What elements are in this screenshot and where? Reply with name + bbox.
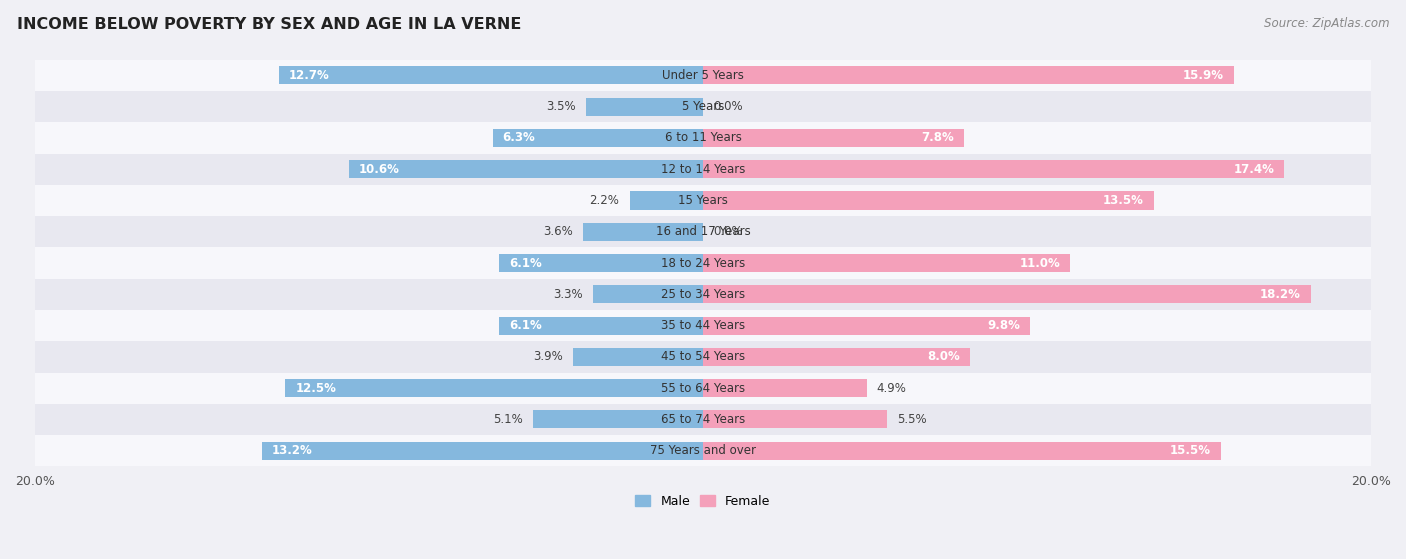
Text: 0.0%: 0.0% bbox=[713, 100, 742, 113]
Bar bbox=[35, 279, 1371, 310]
Text: 2.2%: 2.2% bbox=[589, 194, 620, 207]
Text: 12 to 14 Years: 12 to 14 Years bbox=[661, 163, 745, 176]
Text: 3.5%: 3.5% bbox=[547, 100, 576, 113]
Bar bbox=[262, 442, 703, 459]
Text: 10.6%: 10.6% bbox=[359, 163, 399, 176]
Text: 5 Years: 5 Years bbox=[682, 100, 724, 113]
Bar bbox=[349, 160, 703, 178]
Text: 8.0%: 8.0% bbox=[928, 350, 960, 363]
Text: 6 to 11 Years: 6 to 11 Years bbox=[665, 131, 741, 144]
Bar bbox=[35, 248, 1371, 279]
Bar bbox=[35, 60, 1371, 91]
Text: 13.2%: 13.2% bbox=[273, 444, 314, 457]
Bar bbox=[703, 160, 1284, 178]
Text: 55 to 64 Years: 55 to 64 Years bbox=[661, 382, 745, 395]
Text: 15.9%: 15.9% bbox=[1182, 69, 1225, 82]
Bar bbox=[35, 310, 1371, 341]
Text: Source: ZipAtlas.com: Source: ZipAtlas.com bbox=[1264, 17, 1389, 30]
Bar bbox=[586, 98, 703, 116]
Text: 13.5%: 13.5% bbox=[1104, 194, 1144, 207]
Text: 11.0%: 11.0% bbox=[1019, 257, 1060, 269]
Legend: Male, Female: Male, Female bbox=[630, 490, 776, 513]
Bar bbox=[35, 91, 1371, 122]
Bar bbox=[703, 254, 1070, 272]
Text: 65 to 74 Years: 65 to 74 Years bbox=[661, 413, 745, 426]
Bar bbox=[703, 129, 963, 147]
Text: 0.0%: 0.0% bbox=[713, 225, 742, 238]
Text: 18.2%: 18.2% bbox=[1260, 288, 1301, 301]
Text: 12.7%: 12.7% bbox=[288, 69, 329, 82]
Bar bbox=[35, 435, 1371, 466]
Text: 18 to 24 Years: 18 to 24 Years bbox=[661, 257, 745, 269]
Bar bbox=[703, 191, 1154, 210]
Bar bbox=[533, 410, 703, 429]
Bar bbox=[35, 185, 1371, 216]
Bar bbox=[703, 67, 1234, 84]
Bar bbox=[703, 442, 1220, 459]
Text: INCOME BELOW POVERTY BY SEX AND AGE IN LA VERNE: INCOME BELOW POVERTY BY SEX AND AGE IN L… bbox=[17, 17, 522, 32]
Text: 15.5%: 15.5% bbox=[1170, 444, 1211, 457]
Text: 9.8%: 9.8% bbox=[987, 319, 1021, 332]
Bar bbox=[35, 154, 1371, 185]
Text: 45 to 54 Years: 45 to 54 Years bbox=[661, 350, 745, 363]
Bar bbox=[703, 379, 866, 397]
Bar bbox=[35, 122, 1371, 154]
Text: 3.3%: 3.3% bbox=[553, 288, 582, 301]
Bar bbox=[499, 254, 703, 272]
Text: 12.5%: 12.5% bbox=[295, 382, 336, 395]
Bar bbox=[278, 67, 703, 84]
Bar bbox=[35, 216, 1371, 248]
Text: 6.1%: 6.1% bbox=[509, 257, 541, 269]
Text: 3.6%: 3.6% bbox=[543, 225, 572, 238]
Text: 5.5%: 5.5% bbox=[897, 413, 927, 426]
Bar bbox=[35, 341, 1371, 372]
Text: 75 Years and over: 75 Years and over bbox=[650, 444, 756, 457]
Bar bbox=[630, 191, 703, 210]
Bar bbox=[593, 285, 703, 304]
Text: 25 to 34 Years: 25 to 34 Years bbox=[661, 288, 745, 301]
Text: 5.1%: 5.1% bbox=[494, 413, 523, 426]
Bar bbox=[703, 348, 970, 366]
Text: 6.3%: 6.3% bbox=[502, 131, 536, 144]
Bar bbox=[703, 410, 887, 429]
Bar bbox=[499, 316, 703, 335]
Text: 35 to 44 Years: 35 to 44 Years bbox=[661, 319, 745, 332]
Bar bbox=[703, 285, 1310, 304]
Text: 7.8%: 7.8% bbox=[921, 131, 953, 144]
Text: 3.9%: 3.9% bbox=[533, 350, 562, 363]
Text: 15 Years: 15 Years bbox=[678, 194, 728, 207]
Text: 17.4%: 17.4% bbox=[1233, 163, 1274, 176]
Text: 4.9%: 4.9% bbox=[877, 382, 907, 395]
Text: Under 5 Years: Under 5 Years bbox=[662, 69, 744, 82]
Bar bbox=[492, 129, 703, 147]
Text: 16 and 17 Years: 16 and 17 Years bbox=[655, 225, 751, 238]
Bar bbox=[703, 316, 1031, 335]
Bar bbox=[35, 372, 1371, 404]
Bar bbox=[572, 348, 703, 366]
Bar bbox=[35, 404, 1371, 435]
Bar bbox=[285, 379, 703, 397]
Bar bbox=[582, 222, 703, 241]
Text: 6.1%: 6.1% bbox=[509, 319, 541, 332]
